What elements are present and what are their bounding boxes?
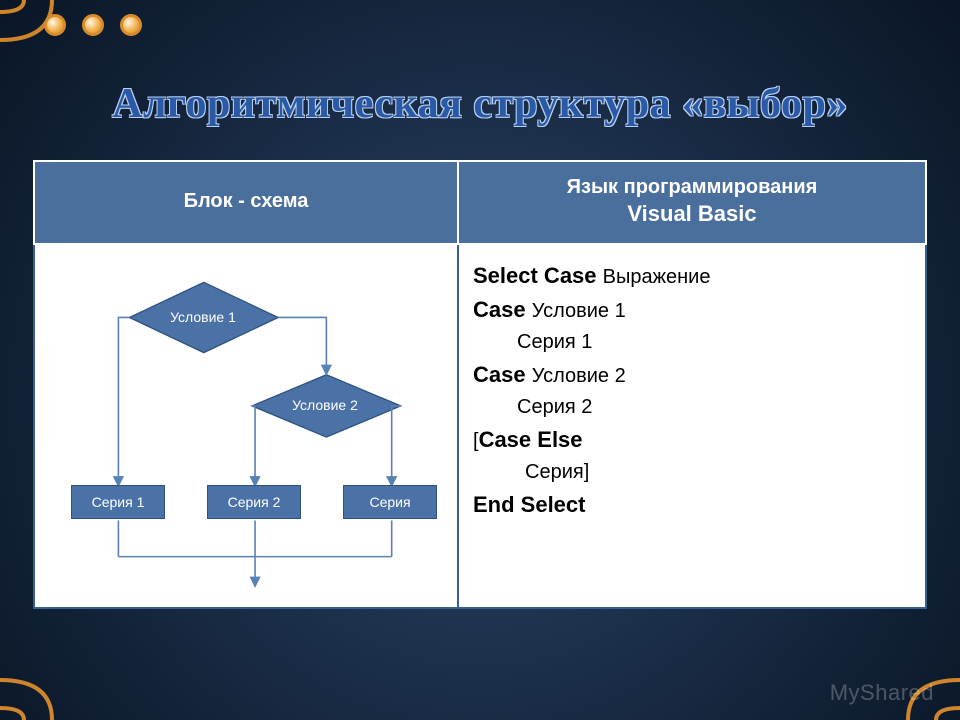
dot-icon xyxy=(82,14,104,36)
decision-cond2: Условие 2 xyxy=(251,374,399,436)
process-s1: Серия 1 xyxy=(71,485,165,519)
code-line: Case Условие 2 xyxy=(473,358,911,392)
code-line: Серия 1 xyxy=(473,327,911,358)
slide: Алгоритмическая структура «выбор» Блок -… xyxy=(0,0,960,720)
process-s2: Серия 2 xyxy=(207,485,301,519)
col2-line1: Язык программирования xyxy=(567,176,818,198)
code-line: End Select xyxy=(473,488,911,522)
decorative-dots xyxy=(44,14,142,36)
flowchart-cell: Условие 1 Условие 2 Серия 1 Серия 2 Серия xyxy=(34,244,458,608)
dot-icon xyxy=(44,14,66,36)
flowchart: Условие 1 Условие 2 Серия 1 Серия 2 Серия xyxy=(35,245,457,607)
column-header-flowchart: Блок - схема xyxy=(34,161,458,244)
code-line: Case Условие 1 xyxy=(473,293,911,327)
watermark: MyShared xyxy=(830,680,934,706)
col2-line2: Visual Basic xyxy=(467,201,917,227)
code-line: [Case Else xyxy=(473,423,911,457)
code-line: Серия] xyxy=(473,457,911,488)
decision-cond1: Условие 1 xyxy=(129,282,277,352)
dot-icon xyxy=(120,14,142,36)
code-cell: Select Case Выражение Case Условие 1 Сер… xyxy=(458,244,926,608)
column-header-code: Язык программирования Visual Basic xyxy=(458,161,926,244)
code-line: Серия 2 xyxy=(473,392,911,423)
code-line: Select Case Выражение xyxy=(473,259,911,293)
content-table: Блок - схема Язык программирования Visua… xyxy=(33,160,927,609)
slide-title: Алгоритмическая структура «выбор» xyxy=(0,80,960,128)
process-s3: Серия xyxy=(343,485,437,519)
